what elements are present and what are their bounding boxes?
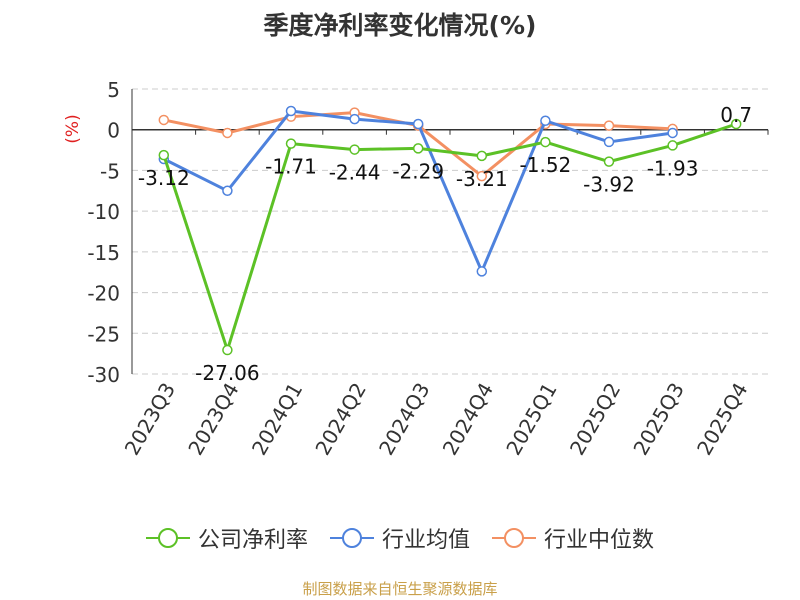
- data-label-0: -3.12: [138, 166, 190, 190]
- series-0-point-1: [222, 344, 233, 356]
- series-line-0: [162, 122, 737, 352]
- legend-label-2: 行业中位数: [544, 528, 655, 553]
- data-label-1: -27.06: [195, 361, 259, 385]
- series-1-point-2: [285, 105, 297, 117]
- series-0-point-7: [603, 156, 615, 167]
- data-label-8: -1.93: [647, 156, 699, 180]
- legend-swatch-2: [492, 528, 536, 548]
- x-tick-label-1: 2023Q4: [183, 379, 243, 460]
- series-0-point-3: [349, 144, 360, 155]
- y-tick-label-2: -5: [100, 159, 120, 183]
- x-tick-label-6: 2025Q1: [501, 379, 561, 460]
- x-tick-label-8: 2025Q3: [628, 379, 688, 460]
- series-1-point-3: [349, 113, 360, 125]
- legend: 公司净利率 行业均值 行业中位数: [0, 522, 800, 554]
- y-tick-label-4: -15: [87, 241, 120, 265]
- series-0-point-2: [285, 138, 297, 149]
- legend-swatch-marker-2: [504, 528, 524, 548]
- y-tick-label-7: -30: [87, 363, 120, 387]
- series-1-point-4: [412, 118, 424, 130]
- data-label-9: 0.7: [720, 103, 752, 127]
- data-label-3: -2.44: [329, 161, 381, 185]
- series-0-point-8: [667, 140, 678, 151]
- data-label-7: -3.92: [583, 173, 635, 197]
- series-1-point-6: [540, 115, 551, 127]
- x-tick-label-4: 2024Q3: [374, 379, 434, 460]
- series-1-point-7: [603, 136, 615, 148]
- series-0-point-4: [412, 143, 424, 154]
- y-tick-label-5: -20: [87, 282, 120, 306]
- series-2-point-0: [158, 114, 170, 126]
- y-tick-label-1: 0: [107, 119, 120, 143]
- series-0-point-9: [730, 118, 742, 130]
- series-2-point-7: [603, 120, 615, 131]
- legend-swatch-marker-1: [341, 528, 362, 548]
- legend-swatch-marker-0: [157, 528, 178, 548]
- series-1-point-8: [667, 127, 678, 139]
- legend-label-1: 行业均值: [381, 528, 470, 553]
- y-tick-label-3: -10: [87, 200, 120, 224]
- x-tick-label-7: 2025Q2: [565, 379, 625, 460]
- series-2-point-5: [476, 170, 488, 182]
- y-tick-label-0: 5: [107, 78, 120, 102]
- x-tick-label-9: 2025Q4: [692, 379, 752, 460]
- data-label-2: -1.71: [265, 155, 317, 179]
- y-tick-label-6: -25: [87, 322, 120, 346]
- series-0-point-6: [540, 136, 551, 148]
- legend-item-2[interactable]: 行业中位数: [492, 522, 654, 554]
- x-tick-label-3: 2024Q2: [310, 379, 370, 460]
- series-2-point-1: [222, 127, 233, 139]
- series-1-point-1: [222, 185, 233, 197]
- data-label-5: -3.21: [456, 167, 508, 191]
- source-note: 制图数据来自恒生聚源数据库: [302, 580, 498, 598]
- series-0-point-5: [476, 150, 488, 162]
- series-0-point-0: [158, 149, 170, 161]
- data-label-6: -1.52: [520, 153, 572, 177]
- legend-item-0[interactable]: 公司净利率: [145, 522, 308, 554]
- chart-title: 季度净利率变化情况(%): [263, 11, 537, 40]
- legend-swatch-0: [145, 528, 190, 548]
- y-axis-label: (%): [63, 114, 83, 143]
- legend-swatch-1: [329, 528, 374, 548]
- series-1-point-5: [476, 266, 488, 277]
- data-label-4: -2.29: [392, 159, 444, 183]
- x-tick-label-0: 2023Q3: [120, 379, 180, 460]
- legend-label-0: 公司净利率: [197, 528, 308, 553]
- x-tick-label-2: 2024Q1: [247, 379, 307, 460]
- legend-item-1[interactable]: 行业均值: [329, 522, 470, 554]
- x-tick-label-5: 2024Q4: [438, 379, 498, 460]
